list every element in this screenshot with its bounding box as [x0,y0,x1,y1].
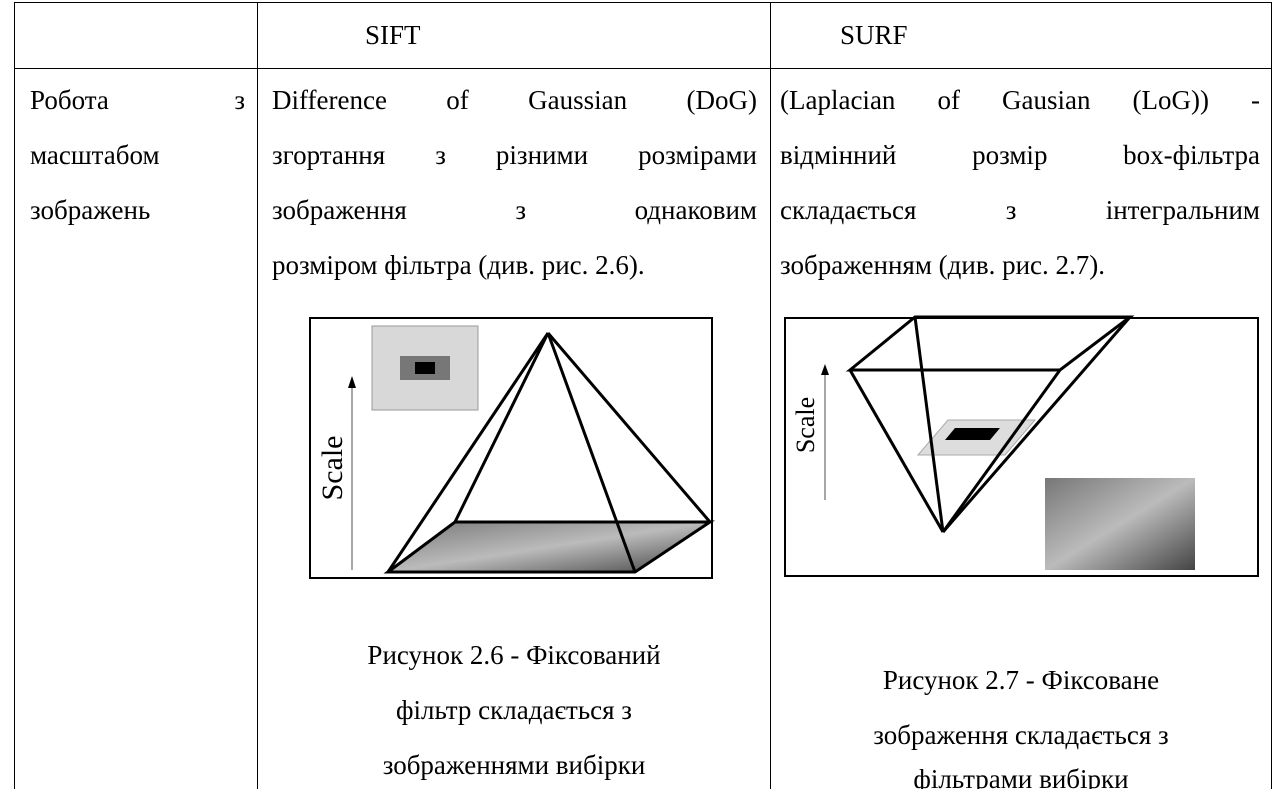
filter-grid [372,326,478,410]
image-patch [1045,478,1195,570]
page: SIFT SURF Робота з масштабом зображень D… [0,0,1285,789]
caption-line: Рисунок 2.6 - Фіксований [258,638,770,672]
caption-line: фільтрами вибірки [771,762,1271,789]
caption-line: зображення складається з [771,718,1271,752]
caption-line: фільтр складається з [258,693,770,727]
caption-line: Рисунок 2.7 - Фіксоване [771,663,1271,697]
caption-line: зображеннями вибірки [258,748,770,782]
scale-label: Scale [316,436,349,501]
scale-label: Scale [791,397,820,453]
